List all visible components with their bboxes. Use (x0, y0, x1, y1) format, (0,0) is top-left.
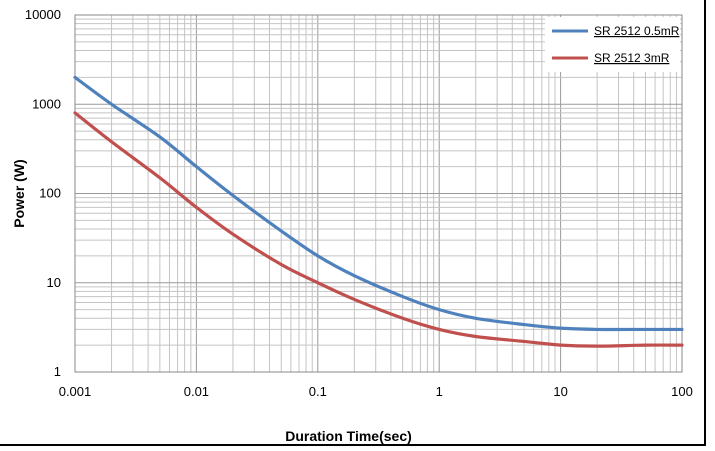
x-tick-label: 0.01 (184, 384, 209, 399)
x-axis-title: Duration Time(sec) (285, 428, 412, 444)
legend-label-series-2: SR 2512 3mR (594, 51, 670, 65)
y-tick-label: 10000 (25, 7, 61, 22)
plot-area-border (74, 14, 683, 373)
y-tick-label: 1 (54, 364, 61, 379)
legend-label-series-1: SR 2512 0.5mR (594, 24, 680, 38)
legend: SR 2512 0.5mR SR 2512 3mR (545, 17, 680, 72)
y-tick-label: 10 (47, 275, 61, 290)
series-line-2 (73, 111, 684, 348)
y-tick-label: 1000 (32, 96, 61, 111)
x-tick-label: 10 (553, 384, 567, 399)
x-tick-label: 100 (671, 384, 693, 399)
tick-labels: 0.001 0.01 0.1 1 10 100 1 10 100 1000 10000 (25, 7, 693, 399)
y-tick-label: 100 (39, 186, 61, 201)
chart-frame: 0.001 0.01 0.1 1 10 100 1 10 100 1000 10000 SR 251… (0, 0, 706, 446)
legend-box (545, 17, 680, 72)
x-tick-label: 0.1 (309, 384, 327, 399)
x-tick-label: 0.001 (59, 384, 92, 399)
series-lines (73, 75, 684, 348)
x-tick-label: 1 (436, 384, 443, 399)
y-axis-title: Power (W) (11, 159, 27, 227)
series-line-1 (73, 75, 684, 332)
chart-svg: 0.001 0.01 0.1 1 10 100 1 10 100 1000 10000 SR 251… (11, 7, 693, 444)
